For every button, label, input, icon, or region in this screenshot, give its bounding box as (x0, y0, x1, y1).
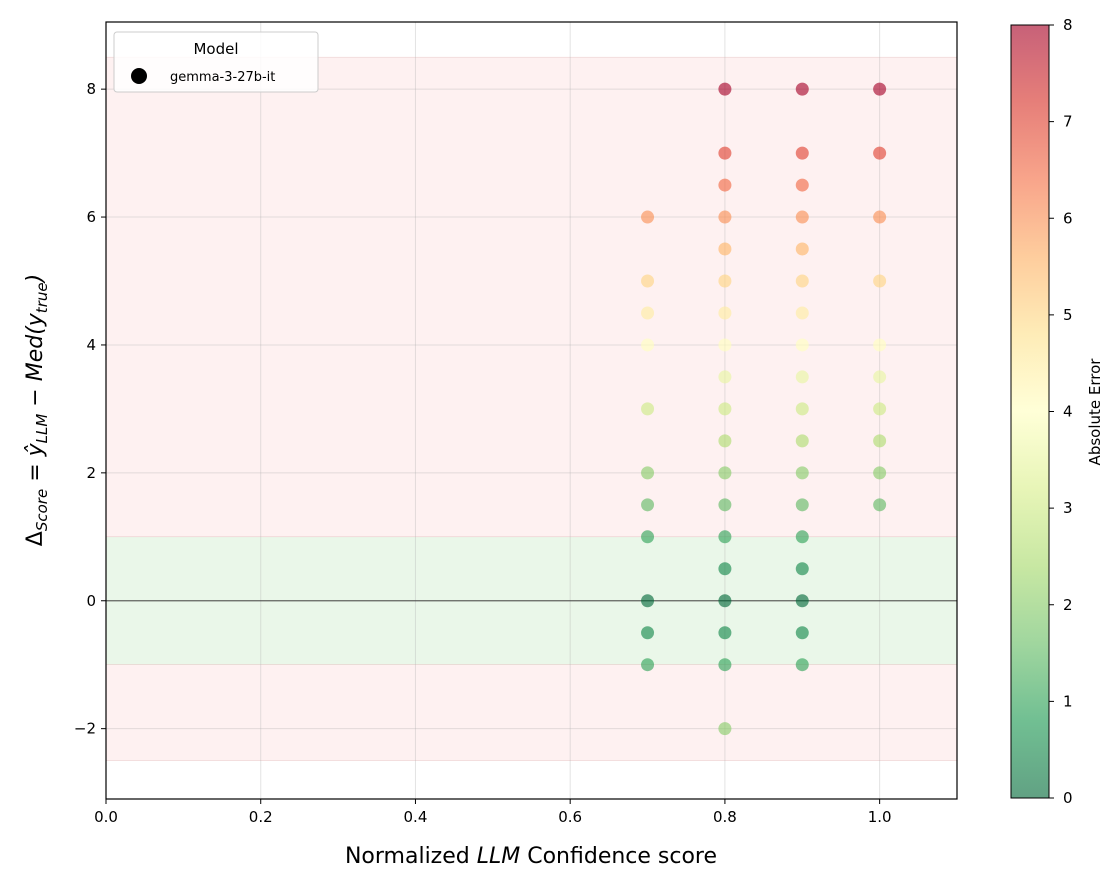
data-point-36 (795, 306, 809, 320)
colorbar-tick-label-3: 3 (1063, 499, 1073, 517)
colorbar-tick-label-7: 7 (1063, 113, 1073, 131)
colorbar-tick-label-2: 2 (1063, 596, 1073, 614)
data-point-53 (873, 370, 887, 384)
data-point-20 (718, 402, 732, 416)
plot-area: 0.0 0.2 0.4 0.6 0.8 1.0 −2 0 2 4 6 8 (74, 21, 958, 826)
data-point-55 (873, 434, 887, 448)
data-point-28 (718, 658, 732, 672)
data-point-21 (718, 434, 732, 448)
data-point-39 (795, 402, 809, 416)
data-point-18 (718, 338, 732, 352)
data-point-34 (795, 242, 809, 256)
data-point-1 (641, 274, 655, 288)
data-point-33 (795, 210, 809, 224)
data-point-24 (718, 530, 732, 544)
plot-clip-group (106, 22, 957, 799)
y-tick-label-2: 2 (86, 464, 96, 482)
data-point-8 (641, 594, 655, 608)
data-point-4 (641, 402, 655, 416)
data-point-32 (795, 178, 809, 192)
colorbar-tick-label-4: 4 (1063, 403, 1073, 421)
data-point-30 (795, 82, 809, 96)
y-tick-label-4: 6 (86, 208, 96, 226)
colorbar-gradient (1010, 24, 1050, 799)
band-2 (106, 664, 957, 761)
x-tick-label-0: 0.0 (94, 808, 118, 826)
data-point-43 (795, 530, 809, 544)
data-point-10 (641, 658, 655, 672)
x-tick-label-2: 0.4 (404, 808, 428, 826)
data-point-40 (795, 434, 809, 448)
data-point-16 (718, 274, 732, 288)
data-point-42 (795, 498, 809, 512)
data-point-52 (873, 338, 887, 352)
data-point-57 (873, 498, 887, 512)
legend: Model gemma-3-27b-it (113, 31, 319, 93)
data-point-7 (641, 530, 655, 544)
data-point-35 (795, 274, 809, 288)
colorbar-label: Absolute Error (1086, 358, 1104, 466)
data-point-22 (718, 466, 732, 480)
legend-title: Model (193, 40, 238, 58)
data-point-38 (795, 370, 809, 384)
data-point-41 (795, 466, 809, 480)
data-point-48 (873, 82, 887, 96)
y-axis-title: ΔScore = ŷLLM − Med(ytrue) (23, 274, 51, 546)
data-point-56 (873, 466, 887, 480)
data-point-25 (718, 562, 732, 576)
y-tick-label-3: 4 (86, 336, 96, 354)
data-point-27 (718, 626, 732, 640)
data-point-51 (873, 274, 887, 288)
legend-entry-label: gemma-3-27b-it (170, 70, 275, 85)
data-point-3 (641, 338, 655, 352)
data-point-47 (795, 658, 809, 672)
legend-marker (131, 68, 147, 84)
y-tick-label-0: −2 (74, 720, 96, 738)
data-point-14 (718, 210, 732, 224)
data-point-44 (795, 562, 809, 576)
data-point-0 (641, 210, 655, 224)
data-point-26 (718, 594, 732, 608)
data-point-46 (795, 626, 809, 640)
band-0 (106, 56, 957, 538)
x-tick-label-1: 0.2 (249, 808, 273, 826)
data-point-23 (718, 498, 732, 512)
data-point-37 (795, 338, 809, 352)
data-point-11 (718, 82, 732, 96)
colorbar-tick-label-1: 1 (1063, 692, 1073, 710)
y-tick-label-5: 8 (86, 80, 96, 98)
x-axis-title: Normalized LLM Confidence score (345, 844, 717, 869)
data-point-17 (718, 306, 732, 320)
y-tick-label-1: 0 (86, 592, 96, 610)
data-point-45 (795, 594, 809, 608)
data-point-49 (873, 146, 887, 160)
data-point-5 (641, 466, 655, 480)
x-tick-label-4: 0.8 (713, 808, 737, 826)
colorbar-tick-label-0: 0 (1063, 789, 1073, 807)
colorbar: 0 1 2 3 4 5 6 7 8 Absolute Error (1010, 16, 1104, 807)
data-point-50 (873, 210, 887, 224)
data-point-29 (718, 722, 732, 736)
data-point-15 (718, 242, 732, 256)
data-point-13 (718, 178, 732, 192)
colorbar-tick-label-5: 5 (1063, 306, 1073, 324)
data-point-9 (641, 626, 655, 640)
x-tick-label-5: 1.0 (868, 808, 892, 826)
colorbar-tick-label-8: 8 (1063, 16, 1073, 34)
data-point-31 (795, 146, 809, 160)
data-point-2 (641, 306, 655, 320)
data-point-19 (718, 370, 732, 384)
data-point-54 (873, 402, 887, 416)
x-tick-label-3: 0.6 (558, 808, 582, 826)
axes-frame (105, 21, 958, 800)
colorbar-tick-label-6: 6 (1063, 209, 1073, 227)
data-point-6 (641, 498, 655, 512)
data-point-12 (718, 146, 732, 160)
